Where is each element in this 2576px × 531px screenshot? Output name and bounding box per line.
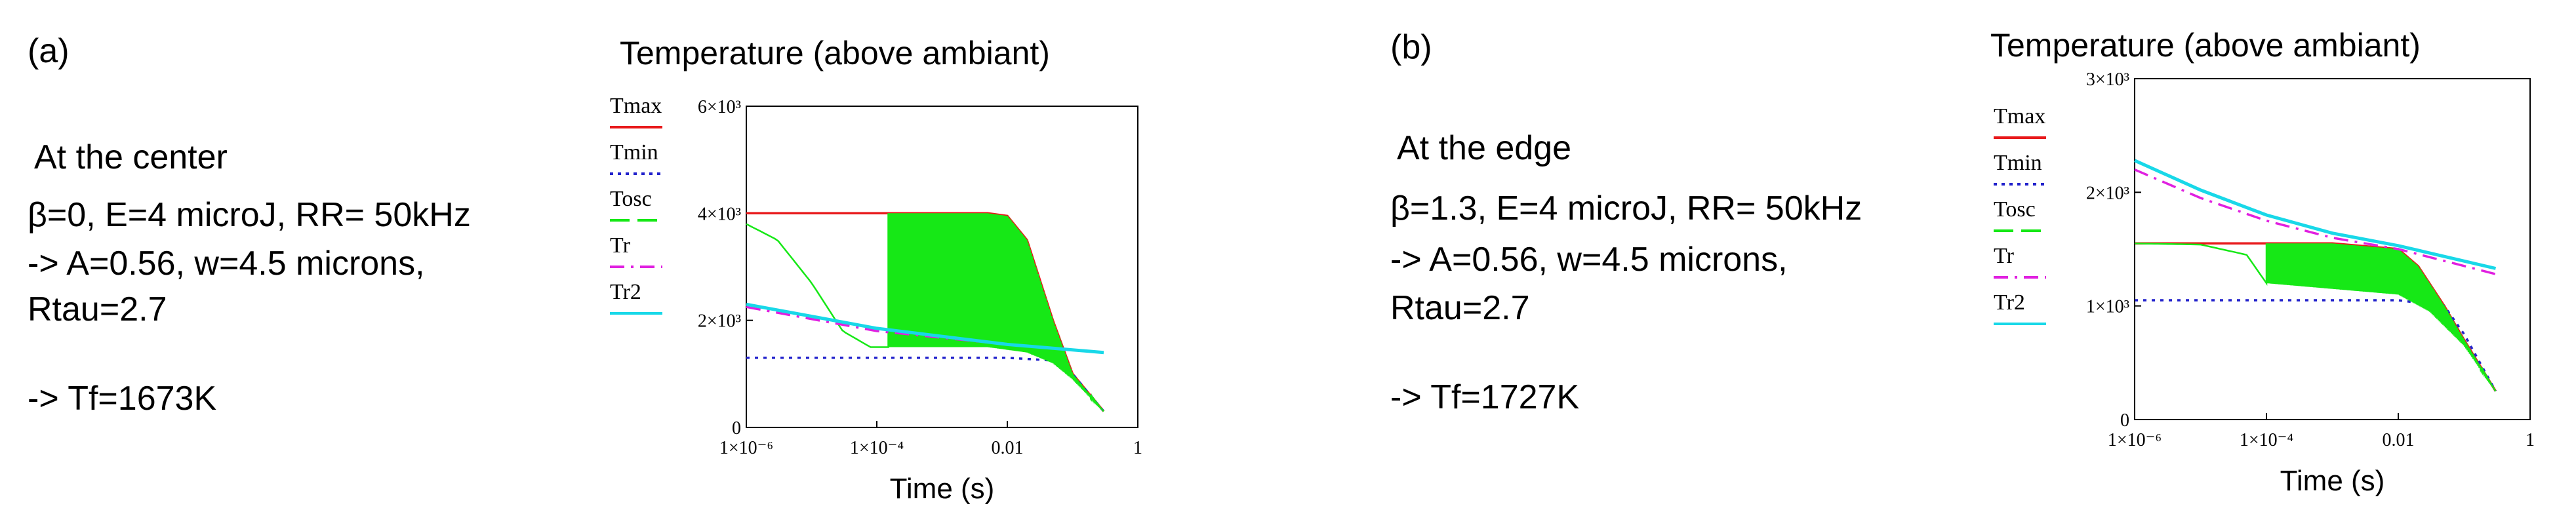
chart-a-legend-label-Tmax: Tmax: [610, 94, 662, 118]
panel-b-location: At the edge: [1397, 129, 1571, 167]
panel-b-rtau: Rtau=2.7: [1390, 289, 1530, 327]
chart-a-legend-label-Tmin: Tmin: [610, 140, 658, 165]
panel-b-tag: (b): [1390, 28, 1432, 66]
chart-a-x-tick-label: 1×10⁻⁶: [719, 438, 773, 458]
chart-b-legend-label-Tr2: Tr2: [1994, 290, 2025, 315]
panel-a-params: β=0, E=4 microJ, RR= 50kHz: [28, 196, 471, 234]
chart-a-plot-frame: [746, 106, 1138, 428]
chart-a-x-tick-label: 1: [1133, 438, 1142, 458]
chart-b-legend-label-Tr: Tr: [1994, 244, 2015, 268]
chart-b-legend-label-Tosc: Tosc: [1994, 197, 2036, 222]
chart-b-legend-label-Tmin: Tmin: [1994, 151, 2042, 175]
chart-b-x-tick-label: 0.01: [2383, 430, 2415, 450]
chart-a-y-tick-label: 4×10³: [698, 204, 741, 224]
chart-a-legend-label-Tosc: Tosc: [610, 187, 652, 211]
chart-a-series-Tmin: [746, 357, 1105, 412]
panel-a-tag: (a): [28, 32, 70, 70]
chart-b-x-tick-label: 1: [2526, 430, 2535, 450]
chart-b-y-tick-label: 1×10³: [2086, 297, 2129, 317]
chart-b-title: Temperature (above ambiant): [1990, 27, 2421, 64]
chart-b-plot-frame: [2134, 78, 2531, 420]
chart-b-y-tick-label: 0: [2120, 410, 2129, 431]
panel-a-location: At the center: [34, 138, 228, 176]
chart-a-x-axis-label: Time (s): [890, 473, 995, 505]
chart-b-x-axis-label: Time (s): [2280, 465, 2385, 497]
chart-b-x-tick-label: 1×10⁻⁴: [2240, 430, 2293, 450]
chart-b-series-Tosc: [2134, 243, 2497, 392]
chart-b-legend-label-Tmax: Tmax: [1994, 104, 2045, 128]
chart-a-y-tick-label: 6×10³: [698, 97, 741, 117]
panel-a-absorption: -> A=0.56, w=4.5 microns,: [28, 245, 425, 283]
chart-a-title: Temperature (above ambiant): [620, 35, 1050, 71]
chart-b-x-tick-label: 1×10⁻⁶: [2108, 430, 2162, 450]
chart-b-y-tick-label: 3×10³: [2086, 69, 2129, 90]
chart-a-y-tick-label: 2×10³: [698, 311, 741, 332]
chart-b-series-Tr2: [2133, 159, 2497, 270]
chart-a-x-tick-label: 1×10⁻⁴: [850, 438, 904, 458]
panel-a-result: -> Tf=1673K: [28, 380, 217, 418]
panel-b-params: β=1.3, E=4 microJ, RR= 50kHz: [1390, 189, 1862, 227]
panel-a-rtau: Rtau=2.7: [28, 290, 167, 328]
chart-b-series-Tr: [2134, 168, 2496, 275]
chart-a-legend-label-Tr: Tr: [610, 233, 631, 258]
chart-a-series-Tosc: [746, 213, 1104, 412]
chart-a-legend-label-Tr2: Tr2: [610, 280, 641, 304]
panel-b-result: -> Tf=1727K: [1390, 378, 1580, 416]
chart-a-x-tick-label: 0.01: [992, 438, 1024, 458]
chart-b-y-tick-label: 2×10³: [2086, 183, 2129, 203]
panel-b-absorption: -> A=0.56, w=4.5 microns,: [1390, 241, 1788, 279]
chart-a-y-tick-label: 0: [732, 418, 741, 439]
chart-a-series-Tr2: [746, 302, 1104, 355]
